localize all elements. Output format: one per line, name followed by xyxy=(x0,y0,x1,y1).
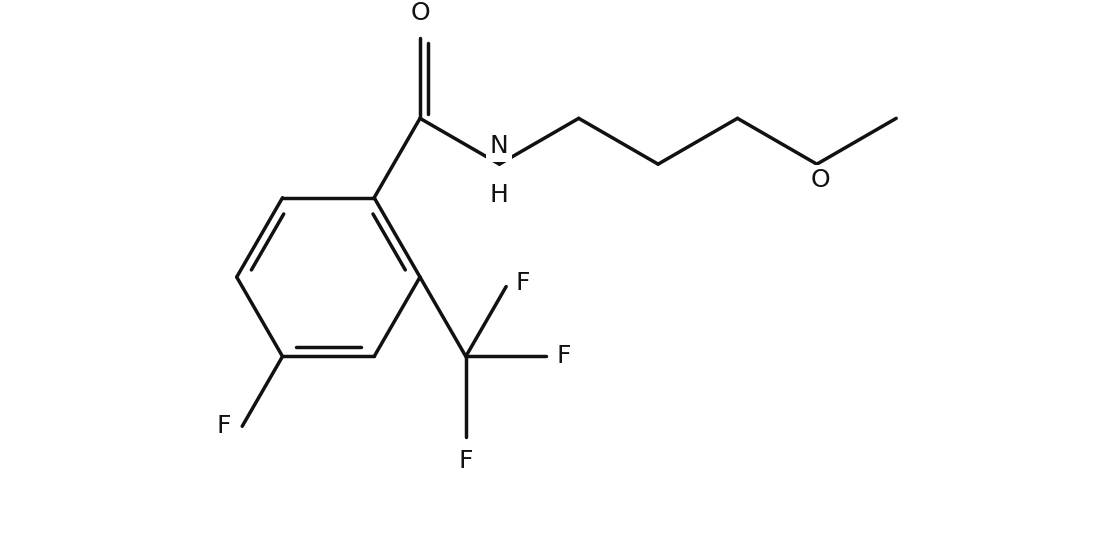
Text: H: H xyxy=(490,183,509,208)
Text: F: F xyxy=(556,344,571,368)
Text: N: N xyxy=(490,134,509,158)
Text: F: F xyxy=(515,270,530,295)
Text: O: O xyxy=(411,1,430,25)
Text: O: O xyxy=(811,168,830,192)
Text: F: F xyxy=(216,414,230,438)
Text: F: F xyxy=(459,449,473,473)
